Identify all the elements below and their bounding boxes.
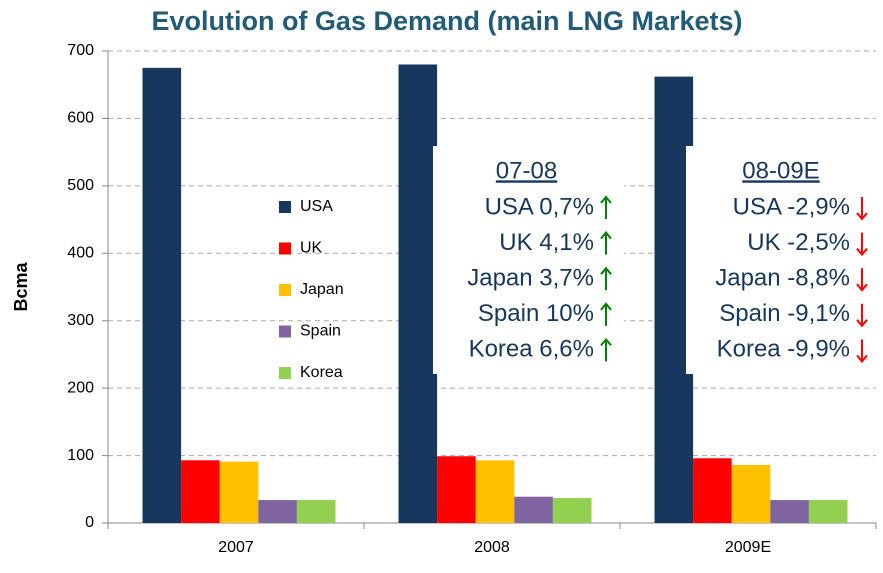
bar [398, 64, 438, 523]
trend-arrow-head [600, 302, 612, 311]
x-tick-label: 2008 [474, 539, 510, 556]
trend-arrow-head [600, 195, 612, 204]
legend-label: USA [300, 198, 333, 215]
chart-title: Evolution of Gas Demand (main LNG Market… [151, 6, 742, 36]
trend-arrow-head [856, 247, 868, 257]
legend-swatch [279, 201, 291, 213]
x-tick-label: 2009E [725, 539, 771, 556]
legend-label: Japan [300, 281, 344, 298]
legend-label: Spain [300, 323, 341, 340]
bar [181, 460, 220, 523]
annotation-line: Spain -9,1% [719, 300, 850, 327]
annotation-line: UK 4,1% [499, 229, 594, 256]
y-axis-label: Bcma [11, 262, 31, 312]
bar [296, 500, 336, 523]
annotation-line: Korea 6,6% [469, 336, 594, 363]
annotation-line: USA -2,9% [733, 193, 850, 220]
bar [552, 498, 592, 523]
trend-arrow-head [600, 337, 612, 347]
annotation-line: Japan 3,7% [467, 265, 594, 292]
bar [731, 465, 771, 523]
y-tick-label: 600 [67, 110, 94, 127]
annotation-heading: 07-08 [496, 157, 557, 184]
bar [475, 460, 515, 523]
legend-label: Korea [300, 364, 343, 381]
y-tick-label: 700 [67, 42, 94, 59]
legend-swatch [279, 325, 291, 338]
trend-arrow-head [856, 212, 868, 221]
annotation-line: Spain 10% [478, 300, 594, 327]
legend-label: UK [300, 240, 323, 257]
legend-swatch [279, 284, 291, 296]
trend-arrow-head [856, 354, 868, 363]
bar [258, 500, 297, 523]
annotation-line: USA 0,7% [485, 193, 594, 220]
trend-arrow-head [600, 266, 612, 275]
trend-arrow-head [600, 231, 612, 240]
bar [219, 461, 259, 523]
y-tick-label: 200 [67, 379, 94, 396]
annotation-line: Korea -9,9% [717, 336, 850, 363]
bar [693, 458, 732, 523]
y-tick-label: 400 [67, 245, 94, 262]
annotation-heading: 08-09E [742, 157, 819, 184]
trend-arrow-head [856, 283, 868, 292]
legend-swatch [279, 367, 291, 379]
y-tick-label: 100 [67, 447, 94, 464]
bar [437, 456, 476, 523]
legend-swatch [279, 242, 291, 255]
bar [770, 500, 809, 523]
bar [142, 67, 182, 523]
annotation-line: UK -2,5% [747, 229, 850, 256]
bar [514, 496, 553, 523]
x-tick-label: 2007 [218, 539, 254, 556]
annotation-box [433, 146, 624, 374]
y-tick-label: 500 [67, 177, 94, 194]
y-tick-label: 300 [67, 312, 94, 329]
trend-arrow-head [856, 319, 868, 328]
annotation-box [686, 146, 880, 374]
annotation-line: Japan -8,8% [715, 265, 850, 292]
y-tick-label: 0 [85, 514, 94, 531]
bar [808, 500, 848, 523]
